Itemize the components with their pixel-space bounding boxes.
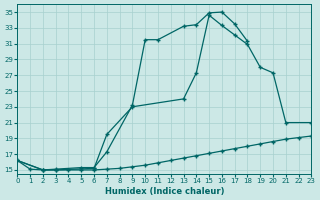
X-axis label: Humidex (Indice chaleur): Humidex (Indice chaleur) <box>105 187 224 196</box>
